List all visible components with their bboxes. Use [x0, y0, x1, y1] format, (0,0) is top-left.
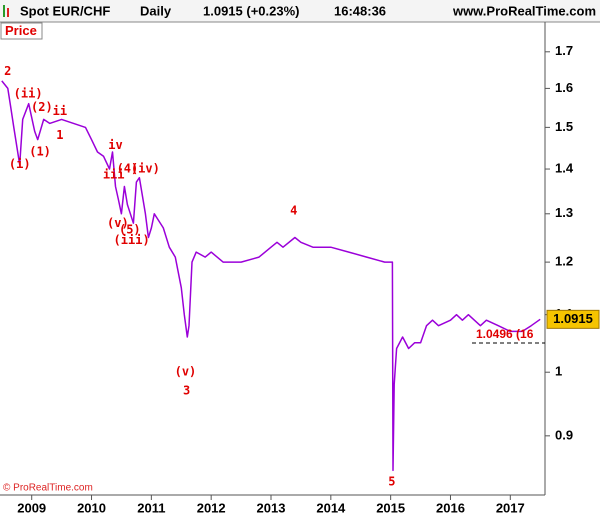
y-tick-label: 1.2: [555, 254, 573, 269]
panel-label-box: [0, 22, 43, 40]
wave-label: (v): [175, 365, 197, 379]
wave-label: (v): [107, 216, 129, 230]
x-tick-label: 2013: [257, 500, 286, 515]
x-tick-label: 2012: [197, 500, 226, 515]
y-tick-label: 1.3: [555, 205, 573, 220]
wave-label: iii: [103, 168, 125, 182]
x-tick-label: 2016: [436, 500, 465, 515]
wave-label: (iv): [131, 162, 160, 176]
y-tick-label: 1.6: [555, 80, 573, 95]
y-tick-label: 1.4: [555, 160, 574, 175]
x-tick-label: 2014: [316, 500, 346, 515]
panel-label: Price: [5, 23, 37, 38]
interval: Daily: [140, 3, 172, 18]
time: 16:48:36: [334, 3, 386, 18]
wave-label: 5: [388, 474, 395, 488]
wave-label: (2): [31, 100, 53, 114]
x-tick-label: 2011: [137, 500, 165, 515]
wave-label: 3: [183, 384, 190, 398]
wave-label: (ii): [14, 87, 43, 101]
wave-label: (5): [119, 222, 141, 236]
x-tick-label: 2009: [17, 500, 46, 515]
x-tick-label: 2017: [496, 500, 525, 515]
wave-label: (1): [29, 145, 51, 159]
wave-label: (4): [117, 162, 139, 176]
y-tick-label: 1.7: [555, 43, 573, 58]
logo: [7, 8, 9, 17]
wave-label: ii: [53, 104, 67, 118]
header-bar: [0, 0, 600, 22]
last-price-tag: [546, 309, 600, 329]
x-tick-label: 2015: [376, 500, 405, 515]
y-tick-label: 1: [555, 364, 562, 379]
chart-title: Spot EUR/CHF: [20, 3, 110, 18]
x-tick-label: 2010: [77, 500, 106, 515]
wave-label: 2: [4, 64, 11, 78]
wave-label: 4: [290, 204, 297, 218]
logo: [3, 5, 5, 17]
wave-label: (iii): [114, 233, 150, 247]
y-tick-label: 0.9: [555, 427, 573, 442]
last-price-label: 1.0915: [553, 311, 593, 326]
source: www.ProRealTime.com: [452, 3, 596, 18]
last-quote: 1.0915 (+0.23%): [203, 3, 299, 18]
y-tick-label: 1.5: [555, 119, 573, 134]
reference-label: 1.0496 (16: [476, 327, 534, 341]
price-line: [1, 80, 541, 472]
wave-label: iv: [108, 138, 122, 152]
wave-label: (i): [9, 157, 31, 171]
copyright: © ProRealTime.com: [3, 483, 93, 494]
wave-label: 1: [56, 128, 63, 142]
